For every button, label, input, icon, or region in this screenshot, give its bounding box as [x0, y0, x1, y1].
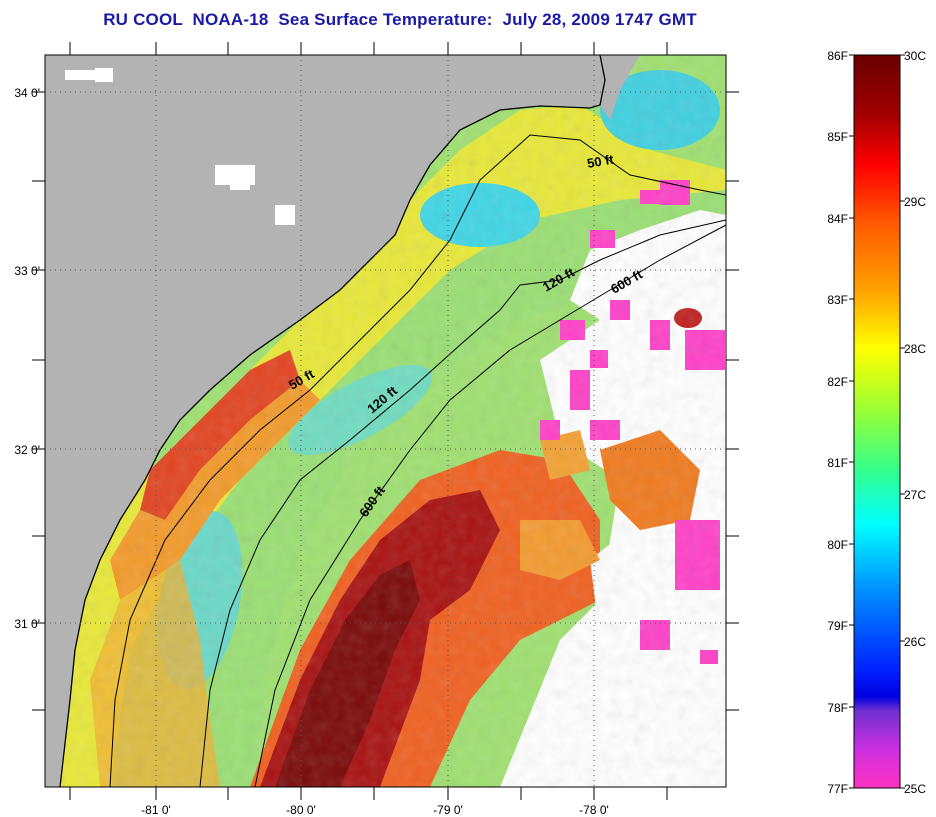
- cbar-c-30: 30C: [904, 49, 926, 63]
- lon-label-80: -80 0': [286, 803, 316, 817]
- cbar-f-86: 86F: [827, 49, 848, 63]
- cbar-c-26: 26C: [904, 635, 926, 649]
- cbar-c-28: 28C: [904, 342, 926, 356]
- lon-label-79: -79 0': [433, 803, 463, 817]
- lat-label-32: 32 0': [14, 443, 40, 457]
- cbar-f-84: 84F: [827, 212, 848, 226]
- cbar-f-81: 81F: [827, 456, 848, 470]
- tick-marks: [32, 42, 739, 800]
- lon-label-78: -78 0': [579, 803, 609, 817]
- contour-600ft: [254, 224, 726, 787]
- sst-map: 34 0' 33 0' 32 0' 31 0' -81 0' -80 0' -7…: [14, 42, 739, 817]
- lon-label-81: -81 0': [141, 803, 171, 817]
- cbar-f-82: 82F: [827, 375, 848, 389]
- coastline: [59, 55, 606, 787]
- graticule: [45, 55, 726, 787]
- contour-120ft: [199, 219, 726, 787]
- cbar-f-77: 77F: [827, 782, 848, 796]
- inland-water-pixels: [65, 68, 295, 225]
- cbar-c-27: 27C: [904, 488, 926, 502]
- cbar-f-85: 85F: [827, 130, 848, 144]
- cbar-f-83: 83F: [827, 293, 848, 307]
- lat-label-31: 31 0': [14, 617, 40, 631]
- colorbar-gradient: [853, 54, 901, 789]
- cbar-f-79: 79F: [827, 619, 848, 633]
- cbar-c-25: 25C: [904, 782, 926, 796]
- map-frame: [44, 54, 727, 788]
- colorbar-f-ticks: [849, 54, 854, 789]
- contour-50ft: [109, 134, 726, 787]
- cbar-f-80: 80F: [827, 538, 848, 552]
- land-mass: [45, 55, 605, 787]
- cbar-c-29: 29C: [904, 195, 926, 209]
- contour-label-50ft-north: 50 ft: [586, 151, 616, 171]
- cbar-f-78: 78F: [827, 701, 848, 715]
- lat-label-34: 34 0': [14, 86, 40, 100]
- lat-label-33: 33 0': [14, 264, 40, 278]
- map-title: RU COOL NOAA-18 Sea Surface Temperature:…: [103, 10, 697, 29]
- colorbar-c-ticks: [900, 54, 905, 789]
- land-nc-strip: [600, 55, 640, 120]
